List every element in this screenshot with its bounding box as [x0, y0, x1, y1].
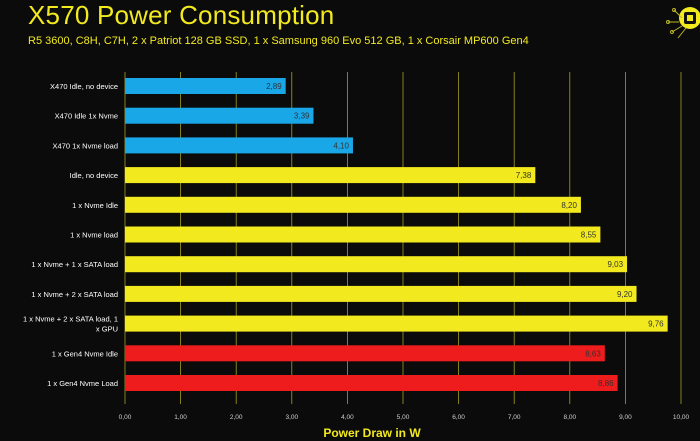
bar	[125, 78, 286, 94]
bar-value-label: 9,03	[607, 260, 623, 269]
bar	[125, 256, 628, 273]
category-label: 1 x Nvme Idle	[72, 201, 118, 210]
bar-value-label: 3,39	[294, 112, 310, 121]
category-label: 1 x Nvme + 2 x SATA load, 1	[23, 315, 118, 324]
x-tick-label: 4,00	[341, 414, 354, 421]
bar-value-label: 8,86	[598, 379, 614, 388]
x-axis-label: Power Draw in W	[323, 426, 421, 440]
label-layer: 2,89 X470 Idle, no device 3,39 X470 Idle 1x…	[23, 82, 664, 388]
chart-subtitle: R5 3600, C8H, C7H, 2 x Patriot 128 GB SS…	[28, 35, 529, 47]
bar-value-label: 4,10	[333, 141, 349, 150]
bar-value-label: 8,55	[581, 231, 597, 240]
bar	[125, 345, 605, 362]
bar	[125, 315, 668, 332]
x-tick-label: 5,00	[397, 414, 410, 421]
x-tick-label: 3,00	[285, 414, 298, 421]
category-label: 1 x Nvme + 2 x SATA load	[31, 290, 118, 299]
category-label: 1 x Nvme + 1 x SATA load	[31, 260, 118, 269]
category-label: X470 1x Nvme load	[53, 141, 118, 150]
x-tick-label: 1,00	[174, 414, 187, 421]
chart-title: X570 Power Consumption	[28, 0, 335, 30]
bar	[125, 107, 314, 124]
bar-value-label: 9,76	[648, 320, 664, 329]
bar-layer	[125, 78, 668, 391]
x-tick-label: 8,00	[563, 414, 576, 421]
bar	[125, 285, 637, 302]
bar-value-label: 7,38	[516, 171, 532, 180]
x-tick-label: 0,00	[119, 414, 132, 421]
bar	[125, 375, 618, 391]
bar-value-label: 9,20	[617, 290, 633, 299]
bar-value-label: 2,89	[266, 82, 282, 91]
chip-logo-icon	[666, 7, 700, 39]
category-label: Idle, no device	[70, 171, 118, 180]
category-label: X470 Idle 1x Nvme	[55, 112, 118, 121]
x-tick-label: 2,00	[230, 414, 243, 421]
category-label: x GPU	[96, 325, 118, 334]
bar-value-label: 8,20	[561, 201, 577, 210]
category-label: 1 x Nvme load	[70, 231, 118, 240]
x-tick-label: 6,00	[452, 414, 465, 421]
x-tick-label: 10,00	[673, 414, 690, 421]
x-tick-label: 9,00	[619, 414, 632, 421]
bar	[125, 226, 601, 243]
axis-layer: Power Draw in W 0,00 1,00 2,00 3,00 4,00 5,00…	[119, 414, 690, 440]
bar	[125, 196, 581, 213]
category-label: 1 x Gen4 Nvme Load	[47, 379, 118, 388]
bar-value-label: 8,63	[585, 349, 601, 358]
bar	[125, 137, 353, 154]
category-label: X470 Idle, no device	[50, 82, 118, 91]
bar	[125, 167, 536, 184]
x-tick-label: 7,00	[508, 414, 521, 421]
category-label: 1 x Gen4 Nvme Idle	[52, 349, 118, 358]
